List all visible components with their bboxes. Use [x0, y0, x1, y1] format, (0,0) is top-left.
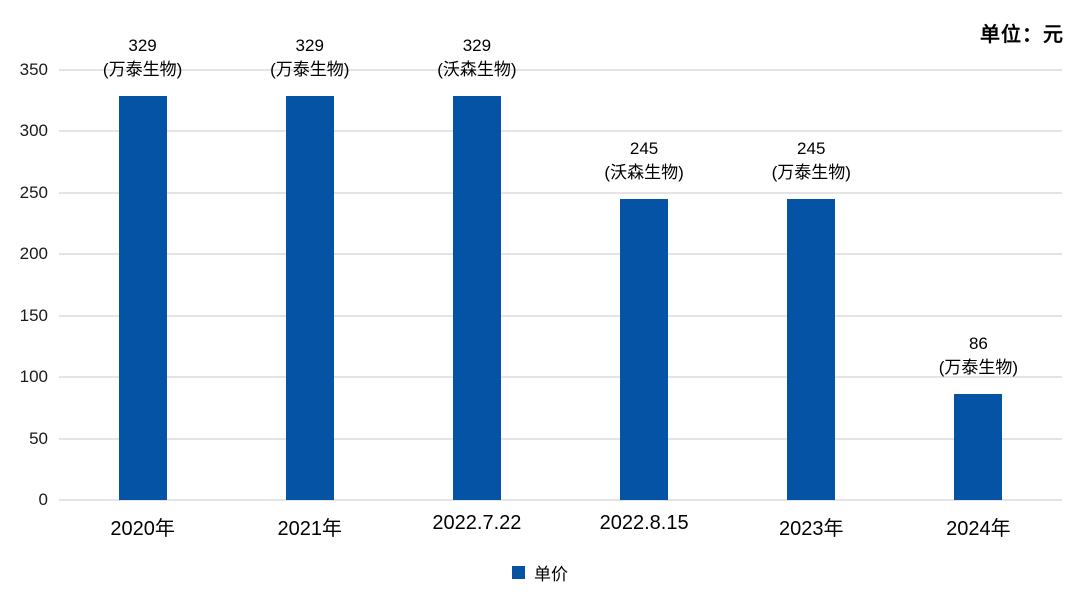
data-label-note: (万泰生物)	[102, 59, 183, 79]
data-label-value: 86	[968, 334, 988, 354]
data-label-value: 245	[629, 139, 659, 158]
bar-2020年[interactable]	[118, 95, 167, 500]
data-label-note: (沃森生物)	[437, 59, 517, 79]
gridline-100	[59, 376, 1062, 379]
data-label-value: 245	[797, 139, 826, 158]
y-axis-tick-0: 0	[38, 490, 48, 509]
legend: 单价	[0, 560, 1080, 585]
x-axis-tick-2021年: 2021年	[277, 518, 343, 540]
y-axis-tick-250: 250	[19, 182, 48, 202]
legend-swatch-icon	[512, 566, 525, 579]
y-axis-tick-100: 100	[19, 367, 48, 387]
gridline-300	[59, 130, 1062, 133]
x-axis-tick-2022.8.15: 2022.8.15	[599, 512, 689, 534]
gridline-150	[59, 314, 1062, 317]
data-label-2021年: 329 (万泰生物)	[270, 34, 349, 82]
gridline-50	[59, 437, 1062, 440]
y-axis-tick-150: 150	[19, 305, 48, 325]
bar-2022.7.22[interactable]	[452, 95, 501, 500]
data-label-2022.8.15: 245 (沃森生物)	[604, 137, 683, 185]
x-axis-tick-2023年: 2023年	[779, 518, 844, 540]
data-label-2024年: 86 (万泰生物)	[939, 332, 1018, 380]
x-axis-tick-2022.7.22: 2022.7.22	[432, 512, 522, 534]
y-axis-tick-200: 200	[19, 244, 48, 264]
data-label-value: 329	[128, 35, 157, 55]
data-label-2023年: 245 (万泰生物)	[772, 137, 851, 185]
bar-2021年[interactable]	[285, 95, 334, 500]
data-label-note: (万泰生物)	[938, 358, 1019, 378]
y-axis-tick-50: 50	[29, 428, 48, 448]
x-axis-tick-2020年: 2020年	[110, 518, 175, 540]
data-label-note: (万泰生物)	[270, 59, 350, 79]
data-label-value: 329	[462, 35, 492, 55]
data-label-2020年: 329 (万泰生物)	[103, 34, 182, 82]
y-axis-tick-350: 350	[19, 60, 48, 79]
data-label-2022.7.22: 329 (沃森生物)	[437, 34, 516, 82]
gridline-350	[59, 69, 1062, 71]
gridline-0	[59, 499, 1062, 501]
gridline-200	[59, 253, 1062, 256]
legend-label: 单价	[534, 565, 568, 584]
x-axis-tick-2024年: 2024年	[946, 518, 1011, 540]
bar-2022.8.15[interactable]	[620, 199, 669, 500]
data-label-note: (沃森生物)	[604, 163, 684, 182]
data-label-note: (万泰生物)	[771, 163, 851, 182]
bar-2024年[interactable]	[954, 394, 1003, 500]
bar-2023年[interactable]	[787, 199, 836, 500]
unit-label: 单位：元	[980, 24, 1064, 46]
gridline-250	[59, 191, 1062, 194]
data-label-value: 329	[295, 35, 324, 55]
y-axis-tick-300: 300	[19, 121, 48, 141]
